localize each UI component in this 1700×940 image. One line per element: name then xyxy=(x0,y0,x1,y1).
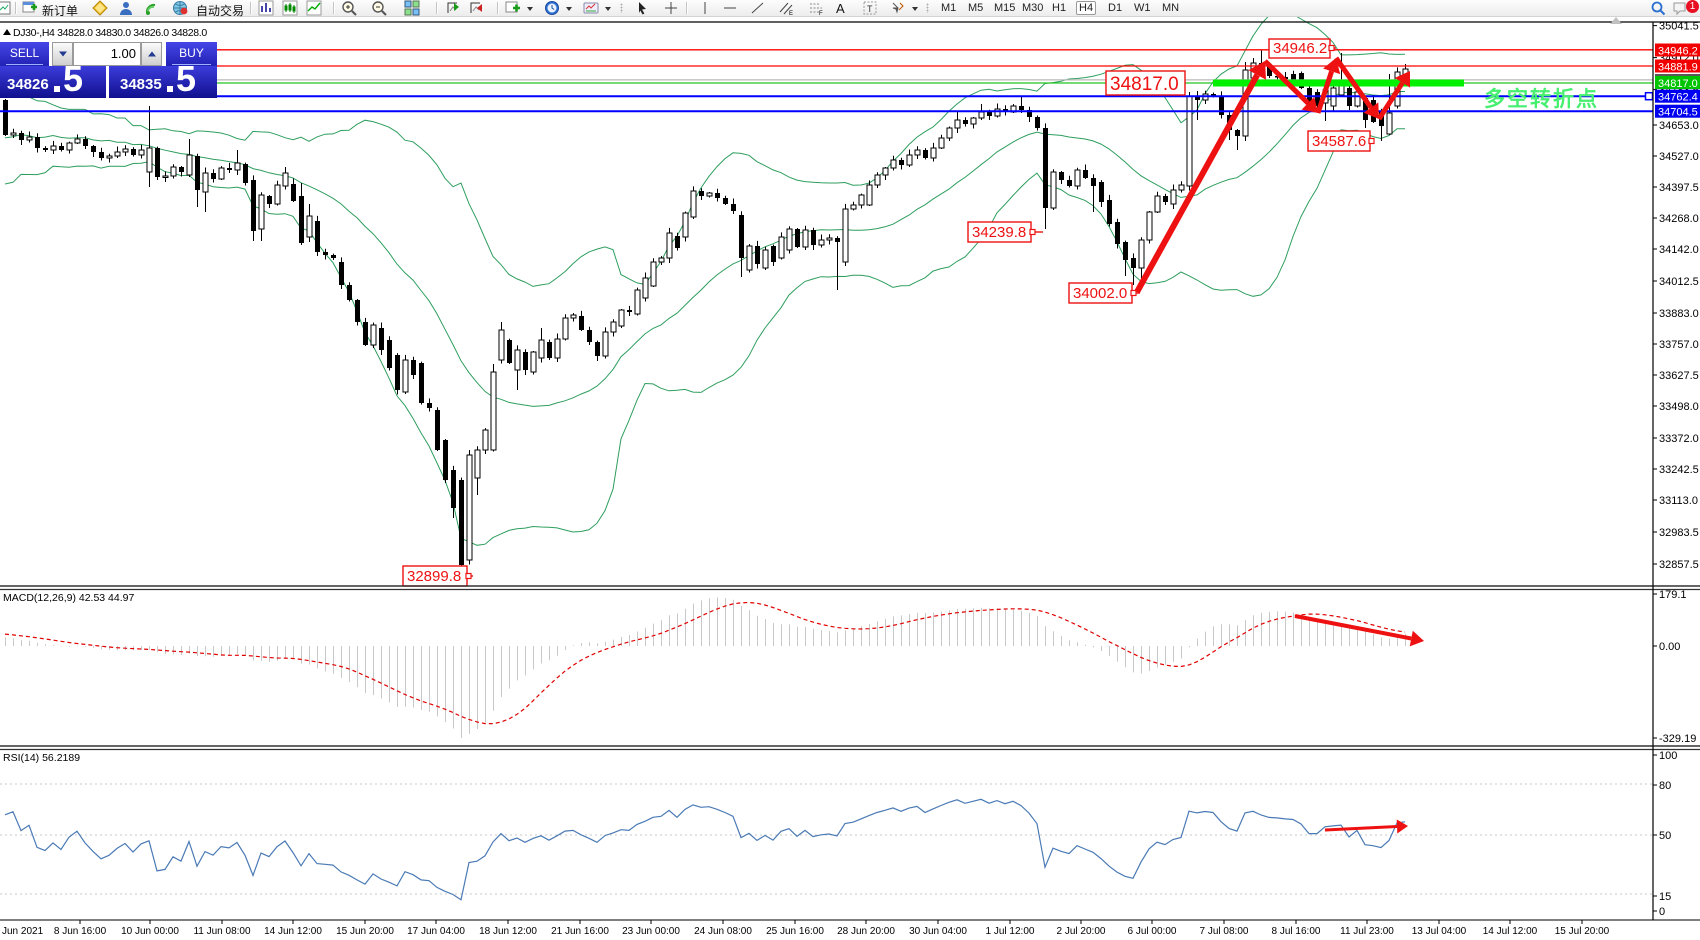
svg-text:11 Jun 08:00: 11 Jun 08:00 xyxy=(193,926,251,937)
svg-text:11 Jul 23:00: 11 Jul 23:00 xyxy=(1340,926,1394,937)
svg-text:18 Jun 12:00: 18 Jun 12:00 xyxy=(479,926,537,937)
svg-text:8 Jun 16:00: 8 Jun 16:00 xyxy=(54,926,107,937)
svg-text:DJ30-,H4 34828.0 34830.0 3482: DJ30-,H4 34828.0 34830.0 34826.0 34828.0 xyxy=(13,27,207,39)
svg-text:23 Jun 00:00: 23 Jun 00:00 xyxy=(622,926,680,937)
svg-text:34142.0: 34142.0 xyxy=(1659,244,1699,256)
svg-text:33113.0: 33113.0 xyxy=(1659,495,1698,507)
svg-text:F: F xyxy=(819,11,823,16)
svg-text:25 Jun 16:00: 25 Jun 16:00 xyxy=(766,926,824,937)
svg-text:-329.19: -329.19 xyxy=(1659,733,1696,745)
svg-text:34762.4: 34762.4 xyxy=(1658,92,1698,104)
svg-text:33883.0: 33883.0 xyxy=(1659,308,1699,320)
svg-text:15 Jul 20:00: 15 Jul 20:00 xyxy=(1555,926,1610,937)
svg-text:33242.5: 33242.5 xyxy=(1659,464,1699,476)
svg-text:多空转折点: 多空转折点 xyxy=(1484,87,1599,111)
svg-text:30 Jun 04:00: 30 Jun 04:00 xyxy=(909,926,967,937)
svg-text:100: 100 xyxy=(1659,750,1677,762)
svg-text:33498.0: 33498.0 xyxy=(1659,401,1699,413)
svg-text:21 Jun 16:00: 21 Jun 16:00 xyxy=(551,926,609,937)
svg-text:10 Jun 00:00: 10 Jun 00:00 xyxy=(121,926,179,937)
svg-text:MACD(12,26,9) 42.53 44.97: MACD(12,26,9) 42.53 44.97 xyxy=(3,592,134,604)
svg-text:28 Jun 20:00: 28 Jun 20:00 xyxy=(837,926,895,937)
svg-text:34268.0: 34268.0 xyxy=(1659,213,1699,225)
svg-text:8 Jul 16:00: 8 Jul 16:00 xyxy=(1272,926,1321,937)
svg-text:E: E xyxy=(789,11,793,16)
svg-text:32857.5: 32857.5 xyxy=(1659,559,1699,571)
svg-text:1 Jul 12:00: 1 Jul 12:00 xyxy=(986,926,1035,937)
svg-text:13 Jul 04:00: 13 Jul 04:00 xyxy=(1412,926,1467,937)
svg-text:2 Jul 20:00: 2 Jul 20:00 xyxy=(1057,926,1106,937)
svg-text:34946.2: 34946.2 xyxy=(1658,46,1698,58)
svg-text:34653.0: 34653.0 xyxy=(1659,120,1699,132)
svg-text:50: 50 xyxy=(1659,830,1671,842)
svg-text:34002.0: 34002.0 xyxy=(1073,285,1127,302)
svg-text:14 Jun 12:00: 14 Jun 12:00 xyxy=(264,926,322,937)
svg-text:0.00: 0.00 xyxy=(1659,641,1680,653)
svg-text:34397.5: 34397.5 xyxy=(1659,182,1699,194)
svg-text:Jun 2021: Jun 2021 xyxy=(2,926,44,937)
svg-text:35041.5: 35041.5 xyxy=(1659,21,1699,33)
svg-text:24 Jun 08:00: 24 Jun 08:00 xyxy=(694,926,752,937)
svg-text:15 Jun 20:00: 15 Jun 20:00 xyxy=(336,926,394,937)
svg-text:T: T xyxy=(867,4,873,14)
svg-text:80: 80 xyxy=(1659,780,1671,792)
svg-text:34946.2: 34946.2 xyxy=(1273,40,1327,57)
svg-text:34012.5: 34012.5 xyxy=(1659,276,1699,288)
svg-text:32899.8: 32899.8 xyxy=(407,568,461,585)
svg-text:33372.0: 33372.0 xyxy=(1659,433,1699,445)
svg-text:32983.5: 32983.5 xyxy=(1659,527,1699,539)
svg-text:34817.0: 34817.0 xyxy=(1658,78,1698,90)
svg-text:34704.5: 34704.5 xyxy=(1658,107,1698,119)
svg-text:34527.0: 34527.0 xyxy=(1659,151,1699,163)
svg-text:15: 15 xyxy=(1659,891,1671,903)
svg-text:33627.5: 33627.5 xyxy=(1659,370,1699,382)
svg-text:14 Jul 12:00: 14 Jul 12:00 xyxy=(1483,926,1538,937)
svg-text:6 Jul 00:00: 6 Jul 00:00 xyxy=(1128,926,1177,937)
svg-text:17 Jun 04:00: 17 Jun 04:00 xyxy=(407,926,465,937)
svg-text:34587.6: 34587.6 xyxy=(1312,133,1366,150)
svg-text:34239.8: 34239.8 xyxy=(972,224,1026,241)
svg-text:RSI(14) 56.2189: RSI(14) 56.2189 xyxy=(3,752,80,764)
svg-text:7 Jul 08:00: 7 Jul 08:00 xyxy=(1200,926,1249,937)
svg-text:34881.9: 34881.9 xyxy=(1658,62,1698,74)
svg-text:179.1: 179.1 xyxy=(1659,589,1687,601)
svg-text:34817.0: 34817.0 xyxy=(1110,74,1179,95)
svg-text:0: 0 xyxy=(1659,906,1665,918)
svg-text:33757.0: 33757.0 xyxy=(1659,339,1699,351)
